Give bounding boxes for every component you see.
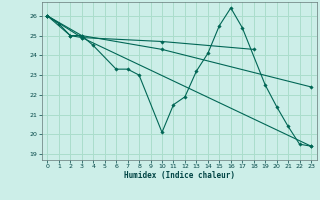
X-axis label: Humidex (Indice chaleur): Humidex (Indice chaleur) xyxy=(124,171,235,180)
